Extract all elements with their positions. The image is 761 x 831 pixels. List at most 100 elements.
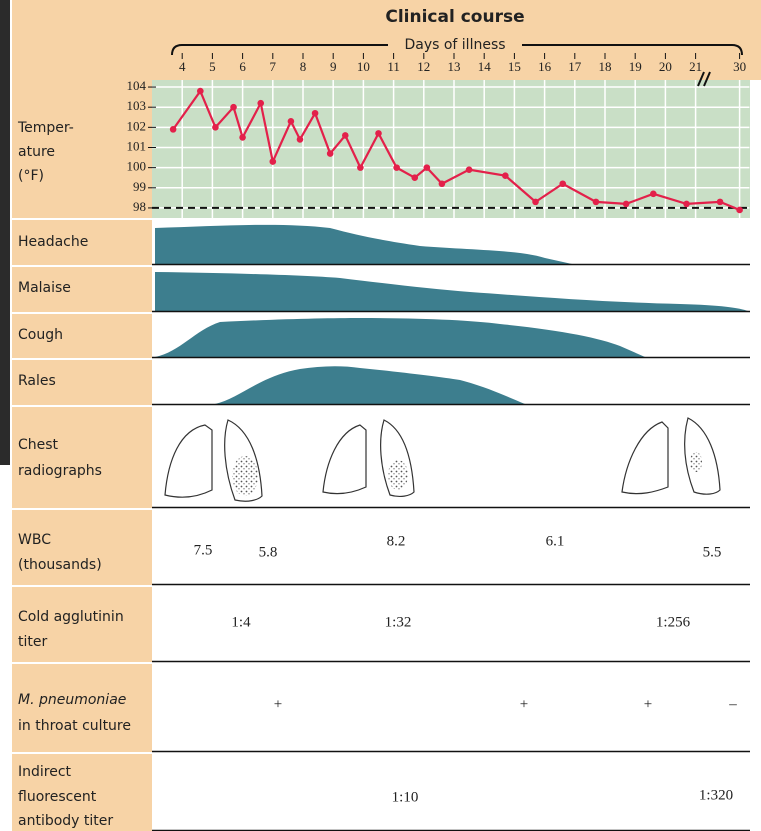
x-tick-label: 15 bbox=[508, 59, 521, 74]
temperature-point bbox=[411, 174, 419, 182]
temperature-point bbox=[239, 134, 246, 141]
temperature-point bbox=[465, 166, 473, 173]
temperature-point bbox=[287, 117, 295, 125]
x-tick-label: 21 bbox=[689, 59, 702, 74]
days-bracket bbox=[171, 44, 743, 56]
headache-area bbox=[155, 224, 572, 264]
x-tick-label: 20 bbox=[659, 59, 672, 74]
row-label: Indirect bbox=[18, 764, 72, 780]
row-value: 5.5 bbox=[703, 544, 722, 560]
temperature-point bbox=[357, 164, 364, 171]
temperature-point bbox=[257, 99, 265, 107]
row-value: + bbox=[644, 696, 652, 712]
row-value: 1:32 bbox=[385, 614, 412, 630]
row-value: + bbox=[520, 696, 528, 712]
label-cell bbox=[12, 314, 152, 358]
x-tick-label: 11 bbox=[387, 59, 400, 74]
rales-area bbox=[215, 366, 525, 404]
x-tick-label: 16 bbox=[538, 59, 552, 74]
temperature-point bbox=[393, 164, 400, 171]
x-tick-label: 18 bbox=[599, 59, 612, 74]
temperature-point bbox=[502, 172, 509, 179]
x-tick-label: 4 bbox=[179, 59, 186, 74]
plot-area bbox=[152, 80, 750, 218]
cough-area bbox=[155, 318, 645, 357]
label-cell bbox=[12, 267, 152, 312]
x-tick-label: 6 bbox=[239, 59, 246, 74]
x-tick-label: 10 bbox=[357, 59, 370, 74]
row-label: Malaise bbox=[18, 280, 71, 296]
chart-title: Clinical course bbox=[385, 7, 524, 27]
row-value: 8.2 bbox=[387, 533, 406, 549]
y-tick-label: 104 bbox=[127, 78, 147, 93]
temperature-point bbox=[716, 198, 724, 206]
temperature-point bbox=[592, 198, 600, 206]
x-tick-label: 19 bbox=[629, 59, 642, 74]
y-tick-label: 98 bbox=[133, 199, 146, 214]
temperature-plot: 98 99 100 101 102 103 104 4 5 6 7 8 9 10 11 12 13 14 15 16 1… bbox=[127, 53, 750, 218]
row-label: ature bbox=[18, 144, 55, 160]
y-tick-label: 99 bbox=[133, 179, 146, 194]
temperature-point bbox=[423, 164, 431, 171]
row-label: (thousands) bbox=[18, 557, 102, 573]
malaise-area bbox=[155, 272, 748, 311]
temperature-point bbox=[326, 150, 334, 157]
row-label: Headache bbox=[18, 234, 88, 250]
row-value: 6.1 bbox=[546, 533, 565, 549]
y-tick-label: 102 bbox=[127, 118, 147, 133]
header-band bbox=[152, 0, 761, 80]
row-label: in throat culture bbox=[18, 718, 131, 734]
label-cell bbox=[12, 664, 152, 752]
label-column: Temper-ature (°F) Headache Malaise Cough Rale… bbox=[12, 0, 152, 831]
temperature-point bbox=[341, 132, 349, 139]
temperature-point bbox=[375, 130, 382, 137]
x-tick-label: 7 bbox=[270, 59, 277, 74]
row-label: WBC bbox=[18, 532, 51, 548]
x-tick-label: 5 bbox=[209, 59, 216, 74]
label-cell bbox=[12, 220, 152, 265]
row-label: Chest bbox=[18, 437, 59, 453]
row-label: radiographs bbox=[18, 463, 102, 479]
temperature-point bbox=[296, 136, 304, 143]
temperature-line bbox=[172, 88, 741, 211]
temperature-point bbox=[683, 200, 690, 208]
row-value: 1:4 bbox=[231, 614, 251, 630]
row-label: (°F) bbox=[18, 168, 44, 184]
row-label: Cold agglutinin bbox=[18, 609, 124, 625]
temperature-point bbox=[559, 180, 567, 188]
y-tick-label: 101 bbox=[127, 138, 147, 153]
x-tick-label: 13 bbox=[448, 59, 461, 74]
y-tick-label: 103 bbox=[127, 98, 147, 113]
photo-edge bbox=[0, 0, 10, 465]
row-label: Temper- bbox=[17, 120, 74, 136]
label-cell bbox=[12, 360, 152, 405]
temperature-point bbox=[311, 109, 319, 117]
label-cell bbox=[12, 407, 152, 508]
row-label: Rales bbox=[18, 373, 56, 389]
label-cell bbox=[12, 754, 152, 831]
temperature-point bbox=[438, 180, 446, 188]
temperature-point bbox=[622, 200, 630, 208]
x-tick-label: 14 bbox=[478, 59, 492, 74]
row-label: fluorescent bbox=[18, 789, 97, 805]
row-label: antibody titer bbox=[18, 813, 113, 829]
row-label: Cough bbox=[18, 327, 63, 343]
radiograph-2 bbox=[322, 419, 415, 498]
temperature-point bbox=[212, 124, 219, 131]
x-tick-label: 17 bbox=[568, 59, 582, 74]
row-label: titer bbox=[18, 634, 47, 650]
axis-break bbox=[697, 71, 711, 87]
temperature-point bbox=[169, 126, 177, 133]
row-value: 5.8 bbox=[259, 544, 278, 560]
temperature-point bbox=[532, 198, 539, 206]
row-value: 7.5 bbox=[194, 542, 213, 558]
temperature-point bbox=[269, 158, 277, 165]
temperature-point bbox=[650, 190, 657, 198]
x-tick-label: 30 bbox=[733, 59, 746, 74]
temperature-point bbox=[230, 103, 237, 111]
label-cell bbox=[12, 0, 152, 218]
row-label: M. pneumoniae bbox=[18, 692, 126, 708]
row-value: 1:320 bbox=[699, 787, 733, 803]
